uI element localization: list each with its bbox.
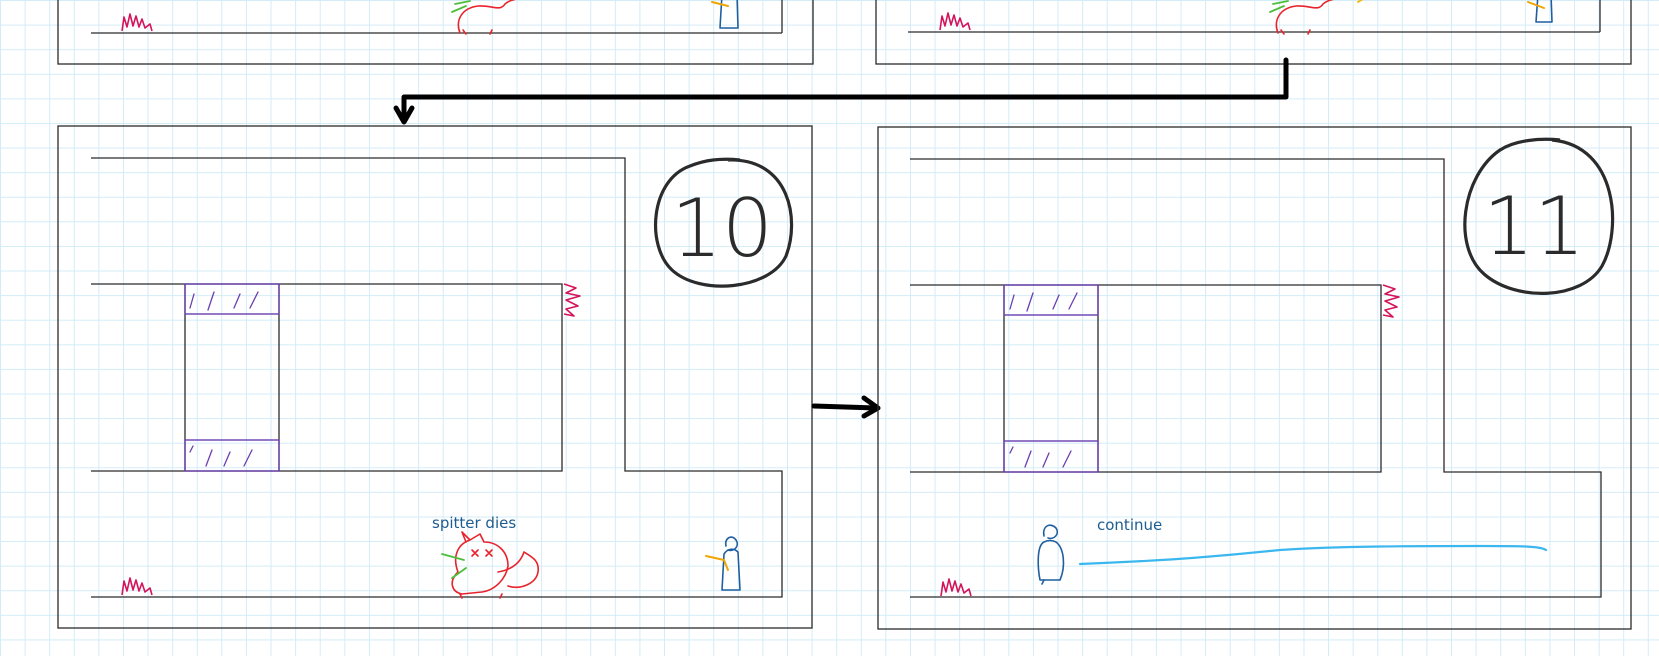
spitter-creature-icon — [1269, 0, 1364, 35]
flow-arrow-icon — [811, 395, 881, 419]
player-figure-icon — [1527, 0, 1553, 23]
panel-11: 11 continue — [877, 126, 1632, 630]
gate-pillar — [184, 283, 280, 472]
spitter-creature-icon — [451, 0, 516, 35]
panel-number-badge: 11 — [1463, 137, 1615, 295]
panel-number-11: 11 — [1483, 180, 1585, 273]
annotation-spitter-dies: spitter dies — [432, 514, 516, 532]
grass-tuft-icon — [1382, 284, 1400, 318]
walk-path-line — [1078, 544, 1548, 566]
flow-arrow-icon — [393, 57, 1289, 125]
grass-tuft-icon — [121, 577, 153, 596]
panel-10: 10 spitter dies — [57, 125, 813, 629]
player-figure-icon — [1037, 524, 1065, 585]
panel-top-right — [875, 0, 1632, 65]
grass-tuft-icon — [563, 283, 581, 317]
gate-pillar — [1003, 284, 1099, 473]
panel-top-left — [57, 0, 814, 65]
grass-tuft-icon — [939, 12, 971, 31]
panel-number-10: 10 — [671, 182, 773, 275]
grass-tuft-icon — [121, 13, 153, 32]
player-figure-icon — [705, 536, 741, 591]
annotation-continue: continue — [1097, 516, 1162, 534]
grass-tuft-icon — [940, 578, 972, 597]
spitter-creature-icon — [441, 531, 540, 599]
panel-number-badge: 10 — [653, 157, 794, 288]
player-figure-icon — [711, 0, 739, 29]
